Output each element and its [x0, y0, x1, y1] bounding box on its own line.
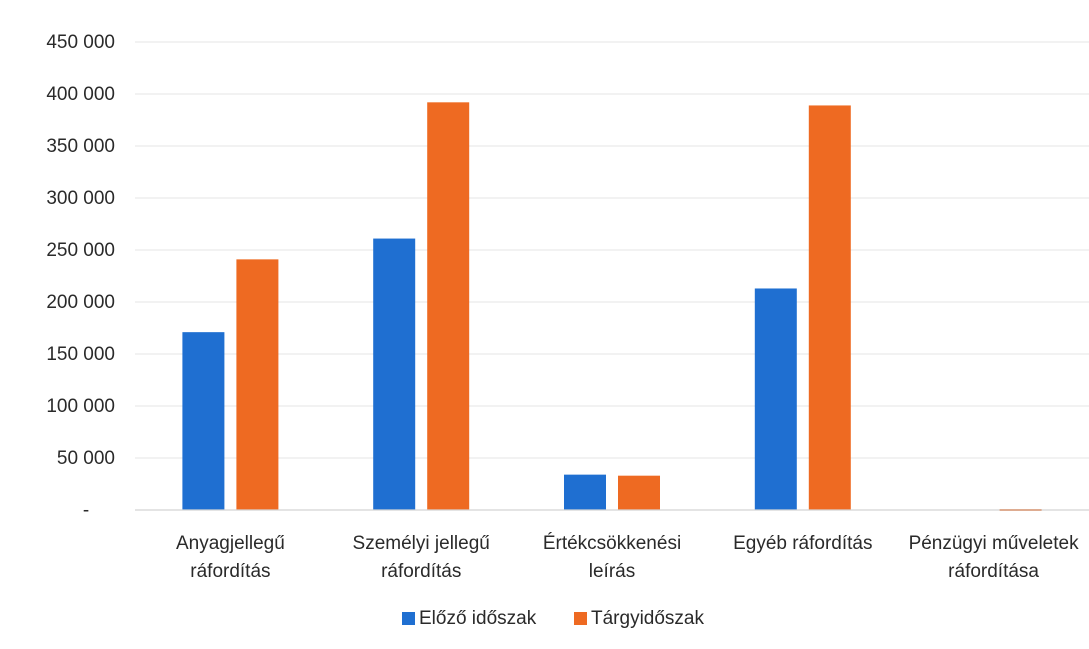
x-category-label: Pénzügyi műveletek — [909, 533, 1080, 554]
x-category-label: ráfordítás — [381, 561, 461, 582]
bar-current-0 — [236, 259, 279, 510]
x-category-label: Értékcsökkenési — [543, 533, 681, 554]
bar-previous-0 — [182, 332, 225, 510]
x-category-label: Egyéb ráfordítás — [733, 533, 872, 554]
legend-swatch — [402, 612, 415, 625]
y-tick-label: 200 000 — [46, 292, 115, 313]
bar-current-3 — [808, 105, 851, 510]
y-tick-label: 50 000 — [57, 448, 115, 469]
bar-previous-2 — [564, 474, 606, 510]
y-tick-label: 350 000 — [46, 136, 115, 157]
legend-label: Előző időszak — [419, 608, 537, 629]
legend-label: Tárgyidőszak — [591, 608, 704, 629]
legend-swatch — [574, 612, 587, 625]
bar-current-2 — [618, 475, 660, 510]
x-category-label: ráfordítása — [948, 561, 1039, 582]
x-category-label: Anyagjellegű — [176, 533, 285, 554]
x-category-label: Személyi jellegű — [353, 533, 490, 554]
y-tick-label: 150 000 — [46, 344, 115, 365]
bar-previous-1 — [373, 238, 416, 510]
y-tick-label: 300 000 — [46, 188, 115, 209]
x-category-label: ráfordítás — [190, 561, 270, 582]
bar-previous-3 — [754, 288, 797, 510]
bar-current-1 — [427, 102, 470, 510]
y-axis-tick-labels: - 50 000 100 000 150 000 200 000 250 000 300 0… — [46, 32, 115, 521]
bars — [182, 102, 1042, 511]
x-axis-category-labels: Anyagjellegű ráfordítás Személyi jellegű rá… — [176, 533, 1079, 582]
y-tick-label: 250 000 — [46, 240, 115, 261]
legend: Előző időszak Tárgyidőszak — [402, 608, 704, 629]
y-tick-label: 450 000 — [46, 32, 115, 53]
gridlines — [135, 41, 1089, 459]
x-category-label: leírás — [589, 561, 635, 582]
y-tick-label: 400 000 — [46, 84, 115, 105]
y-tick-label: - — [83, 500, 89, 521]
y-tick-label: 100 000 — [46, 396, 115, 417]
